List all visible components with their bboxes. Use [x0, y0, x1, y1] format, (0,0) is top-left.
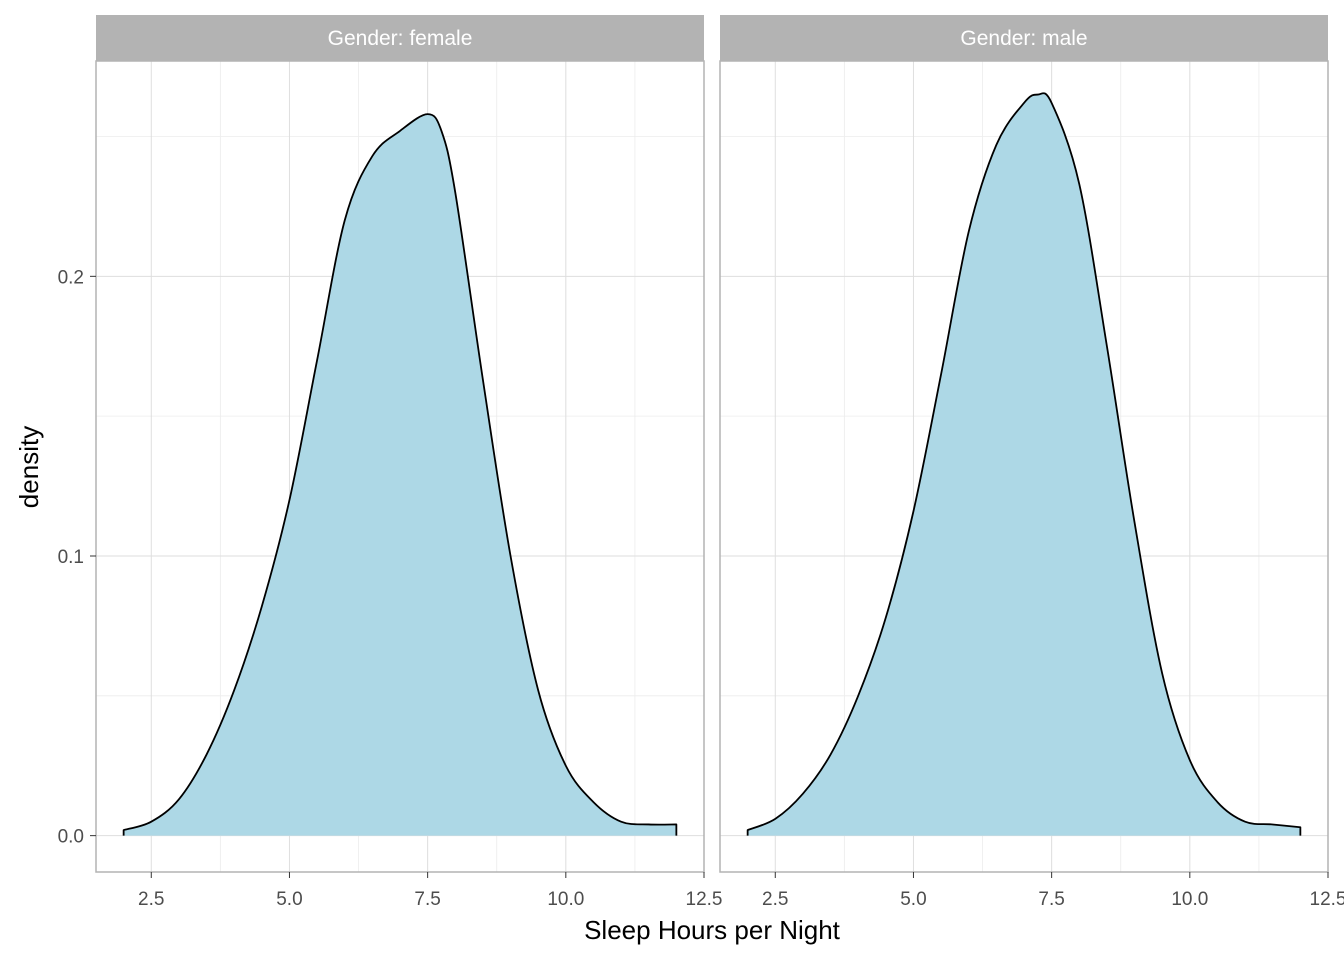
x-tick-label: 7.5	[1038, 889, 1064, 910]
x-axis-title: Sleep Hours per Night	[584, 915, 841, 945]
x-tick-label: 12.5	[686, 889, 723, 910]
density-line	[746, 92, 1302, 836]
y-tick-label: 0.0	[58, 827, 84, 848]
facet-strip	[96, 15, 704, 61]
panel-border	[95, 60, 705, 873]
x-tick-label: 5.0	[276, 889, 302, 910]
y-axis-title: density	[14, 426, 44, 508]
density-area	[747, 93, 1301, 836]
x-tick-label: 10.0	[1171, 889, 1208, 910]
x-tick-label: 7.5	[414, 889, 440, 910]
facet-panel-female: Gender: female 2.5 5.0 7.5 10.0 12.5	[95, 15, 723, 910]
x-tick-label: 10.0	[547, 889, 584, 910]
density-line	[122, 113, 678, 836]
y-axis: 0.0 0.1 0.2	[58, 267, 96, 848]
y-tick-label: 0.1	[58, 547, 84, 568]
facet-strip	[720, 15, 1328, 61]
y-tick-label: 0.2	[58, 267, 84, 288]
x-tick-label: 12.5	[1310, 889, 1344, 910]
facet-strip-label: Gender: male	[960, 27, 1087, 50]
x-tick-label: 2.5	[762, 889, 788, 910]
density-area	[123, 114, 677, 836]
panel-border	[719, 60, 1329, 873]
x-tick-label: 5.0	[900, 889, 926, 910]
x-tick-label: 2.5	[138, 889, 164, 910]
facet-panel-male: Gender: male 2.5 5.0 7.5 10.0 12.5	[719, 15, 1344, 910]
facet-strip-label: Gender: female	[328, 27, 473, 50]
